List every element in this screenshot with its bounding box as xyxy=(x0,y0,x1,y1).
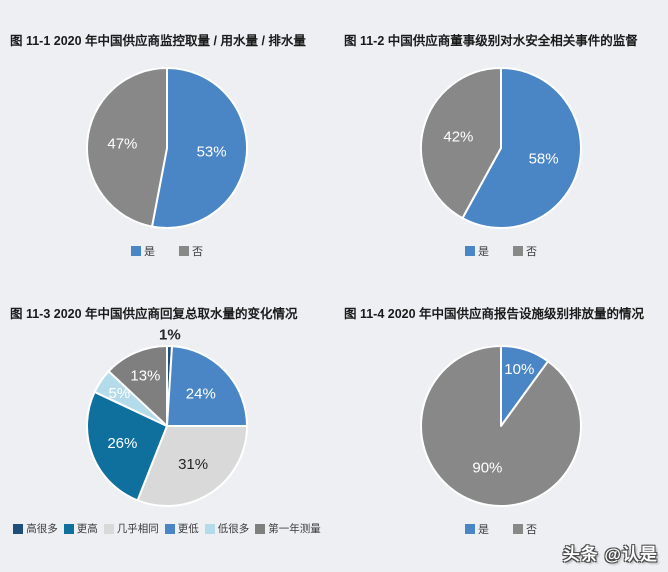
slice-label: 58% xyxy=(529,150,559,167)
legend-label: 更高 xyxy=(76,523,98,535)
pie-chart: 58% 42% xyxy=(420,67,582,229)
pie-slice xyxy=(107,345,168,427)
legend-label: 第一年测量 xyxy=(268,523,321,535)
pie-slice xyxy=(461,67,582,229)
legend-item: 是 xyxy=(465,521,489,537)
legend-swatch-icon xyxy=(513,246,523,256)
pie-slice xyxy=(136,425,248,507)
pie-slice xyxy=(151,67,248,229)
pie-slice xyxy=(420,345,582,507)
slice-label: 26% xyxy=(107,435,137,452)
legend-label: 更低 xyxy=(177,523,199,535)
legend: 高很多 更高 几乎相同 更低 低很多 第一年测量 xyxy=(0,521,334,536)
legend-swatch-icon xyxy=(465,246,475,256)
legend-item: 是 xyxy=(131,243,155,259)
pie-slice xyxy=(166,345,248,427)
legend-swatch-icon xyxy=(204,523,215,534)
chart-panel-fig-11-1: 图 11-1 2020 年中国供应商监控取量 / 用水量 / 排水量 53% 47… xyxy=(0,0,334,286)
legend-swatch-icon xyxy=(13,523,24,534)
legend-swatch-icon xyxy=(164,523,175,534)
slice-label: 31% xyxy=(178,456,208,473)
legend-label: 低很多 xyxy=(217,523,250,535)
legend-label: 是 xyxy=(144,246,155,258)
legend-label: 否 xyxy=(526,524,537,536)
pie-slice xyxy=(86,67,168,228)
pie-slice xyxy=(420,67,502,220)
legend: 是否 xyxy=(334,521,668,537)
pie-chart: 10% 90% xyxy=(420,345,582,507)
legend-item: 否 xyxy=(513,521,537,537)
legend-label: 否 xyxy=(526,246,537,258)
legend-label: 否 xyxy=(192,246,203,258)
pie-chart: 53% 47% xyxy=(86,67,248,229)
legend-item: 是 xyxy=(465,243,489,259)
legend-label: 几乎相同 xyxy=(116,523,159,535)
legend: 是否 xyxy=(334,243,668,259)
legend-item: 几乎相同 xyxy=(103,521,159,536)
chart-title: 图 11-4 2020 年中国供应商报告设施级别排放量的情况 xyxy=(344,307,645,321)
legend-item: 更高 xyxy=(63,521,98,536)
pie-chart: 1% 24% 31% 26% 5%13% xyxy=(86,326,248,507)
legend-swatch-icon xyxy=(255,523,266,534)
chart-panel-fig-11-2: 图 11-2 中国供应商董事级别对水安全相关事件的监督 58% 42% 是否 xyxy=(334,0,668,286)
slice-label: 42% xyxy=(443,129,473,146)
legend: 是否 xyxy=(0,243,334,259)
legend-item: 第一年测量 xyxy=(255,521,321,536)
slice-label: 5% xyxy=(109,385,131,402)
slice-label: 90% xyxy=(472,459,502,476)
chart-panel-fig-11-3: 图 11-3 2020 年中国供应商回复总取水量的变化情况 1% 24% 31% 26… xyxy=(0,286,334,572)
legend-swatch-icon xyxy=(513,524,523,534)
legend-swatch-icon xyxy=(63,523,74,534)
chart-title: 图 11-1 2020 年中国供应商监控取量 / 用水量 / 排水量 xyxy=(10,34,306,48)
chart-panel-fig-11-4: 图 11-4 2020 年中国供应商报告设施级别排放量的情况 10% 90% 是否 xyxy=(334,286,668,572)
legend-item: 低很多 xyxy=(204,521,250,536)
slice-label: 13% xyxy=(130,368,160,385)
legend-swatch-icon xyxy=(131,246,141,256)
chart-title: 图 11-3 2020 年中国供应商回复总取水量的变化情况 xyxy=(10,307,298,321)
legend-item: 高很多 xyxy=(13,521,58,536)
legend-item: 更低 xyxy=(164,521,199,536)
slice-label: 10% xyxy=(504,361,534,378)
slice-label: 24% xyxy=(186,386,216,403)
legend-item: 否 xyxy=(513,243,537,259)
legend-swatch-icon xyxy=(465,524,475,534)
watermark: 头条 @认是 xyxy=(562,545,658,564)
legend-item: 否 xyxy=(179,243,203,259)
legend-swatch-icon xyxy=(179,246,189,256)
legend-label: 是 xyxy=(478,246,489,258)
slice-label: 1% xyxy=(159,326,181,343)
chart-title: 图 11-2 中国供应商董事级别对水安全相关事件的监督 xyxy=(344,34,638,48)
legend-label: 高很多 xyxy=(26,523,58,535)
pie-slice xyxy=(86,390,168,502)
slice-label: 47% xyxy=(107,135,137,152)
slice-label: 53% xyxy=(197,144,227,161)
legend-swatch-icon xyxy=(103,523,114,534)
legend-label: 是 xyxy=(478,524,489,536)
